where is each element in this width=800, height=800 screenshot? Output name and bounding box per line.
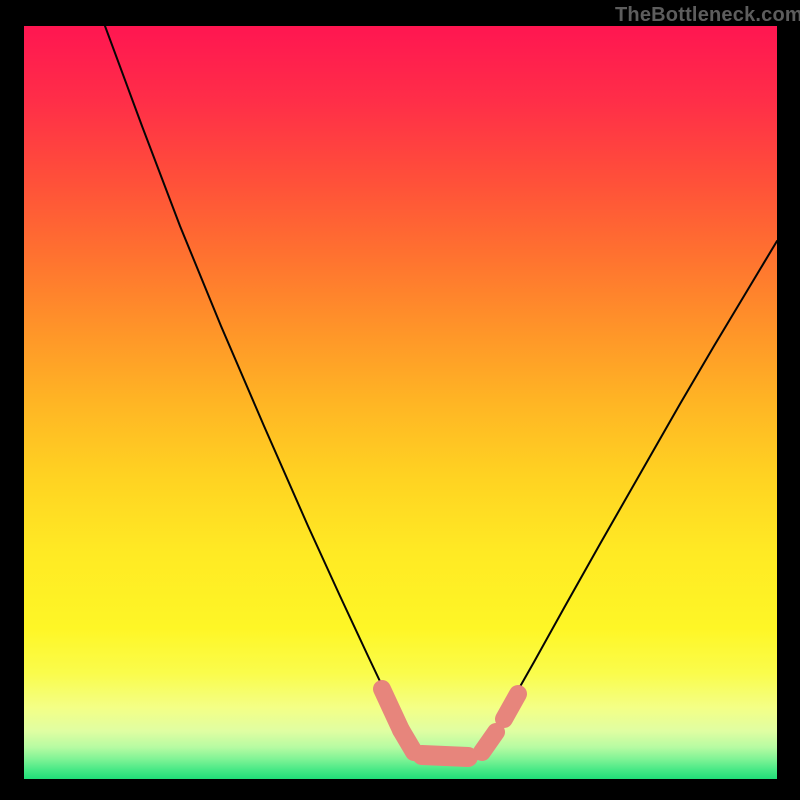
valley-marker-segment: [482, 732, 496, 752]
watermark-text: TheBottleneck.com: [615, 4, 800, 27]
valley-marker-segment: [504, 694, 518, 719]
bottleneck-chart: [24, 26, 777, 779]
valley-marker-segment: [401, 730, 414, 752]
chart-frame: TheBottleneck.com: [0, 0, 800, 800]
gradient-background: [24, 26, 777, 779]
valley-marker-segment: [422, 755, 468, 757]
